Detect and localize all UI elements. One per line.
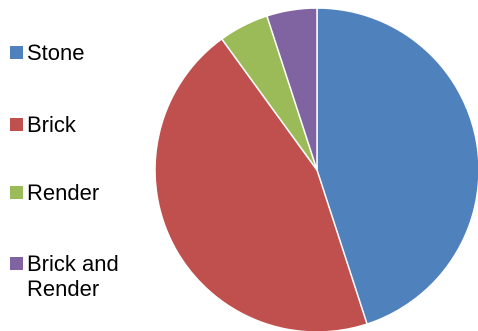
legend-item-render: Render <box>10 180 99 205</box>
pie-slice-brick-and-render <box>266 7 318 171</box>
legend-item-brick: Brick <box>10 112 76 137</box>
legend-swatch-brick-and-render <box>10 257 23 270</box>
pie-slice-brick <box>154 38 368 331</box>
legend-label-render: Render <box>27 180 100 205</box>
legend-swatch-stone <box>10 46 23 59</box>
legend-swatch-render <box>10 186 23 199</box>
legend-item-stone: Stone <box>10 40 85 65</box>
legend-label-brick: Brick <box>27 112 76 137</box>
legend: Stone Brick Render Brick and Render <box>0 0 160 331</box>
legend-item-brick-and-render: Brick and Render <box>10 251 119 301</box>
legend-label-brick-and-render: Brick and Render <box>27 251 119 301</box>
pie-slice-stone <box>316 7 478 325</box>
legend-swatch-brick <box>10 118 23 131</box>
legend-label-stone: Stone <box>27 40 85 65</box>
